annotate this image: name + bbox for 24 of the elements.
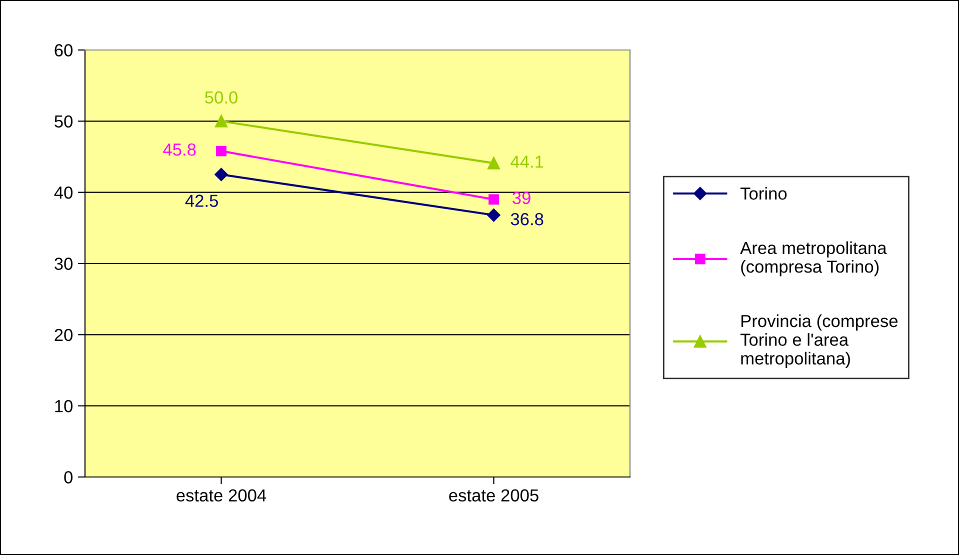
y-tick-label: 50 [54, 115, 73, 128]
y-tick-label: 20 [54, 328, 73, 342]
legend-label: Provincia (comprese Torino e l'area metropolitana) [740, 314, 898, 368]
x-tick-label: estate 2004 [176, 489, 266, 502]
data-label: 44.1 [510, 156, 544, 168]
data-label: 50.0 [205, 91, 238, 104]
legend-label: Torino [740, 186, 787, 200]
point [215, 114, 228, 128]
y-tick-label: 60 [54, 44, 73, 56]
x-tick-label: estate 2005 [449, 489, 538, 502]
point [488, 194, 499, 205]
y-tick-label: 10 [55, 400, 73, 412]
data-label: 42.5 [185, 194, 218, 207]
point [216, 146, 226, 156]
data-label: 36.8 [510, 213, 544, 226]
y-tick-label: 40 [54, 186, 73, 199]
data-label: 45.8 [163, 143, 196, 156]
data-label: 39 [512, 192, 530, 204]
point [487, 208, 500, 222]
y-tick-label: 30 [54, 258, 73, 270]
legend-label: Area metropolitana (compresa Torino) [740, 241, 887, 276]
y-tick-label: 0 [64, 471, 73, 484]
point [488, 156, 500, 170]
point [214, 168, 228, 182]
